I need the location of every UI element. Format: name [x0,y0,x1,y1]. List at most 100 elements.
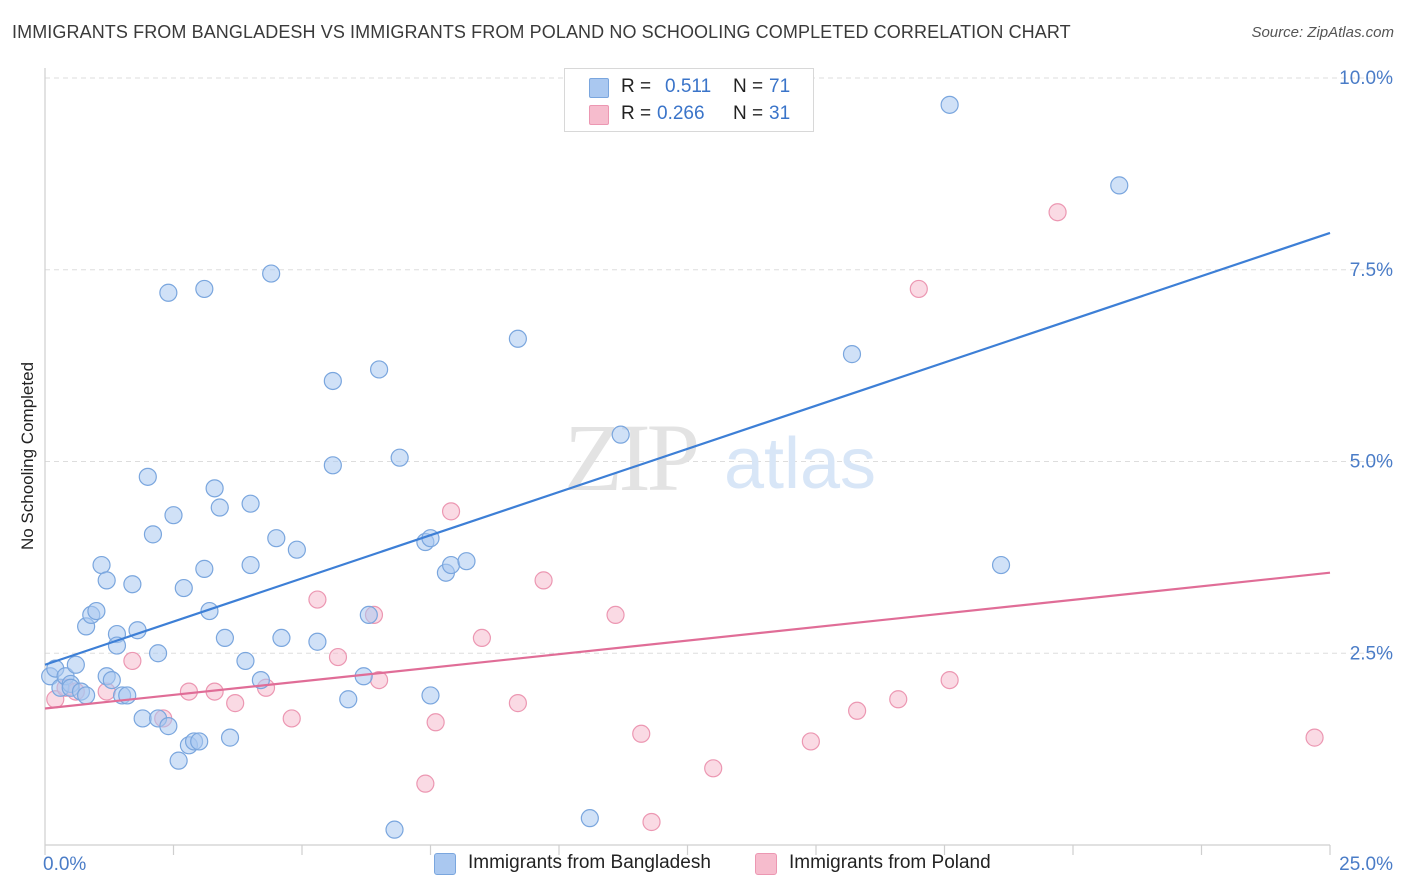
y-tick-label: 7.5% [1350,260,1393,281]
data-point-bangladesh [308,632,327,651]
data-point-bangladesh [580,809,599,828]
legend-n-label: N = [733,103,764,124]
data-point-poland [508,694,527,713]
data-point-bangladesh [241,494,260,513]
data-point-bangladesh [991,555,1011,575]
x-tick-label-max: 25.0% [1339,854,1393,875]
data-point-poland [308,590,327,609]
data-point-bangladesh [195,559,214,578]
x-tick-label-min: 0.0% [43,854,86,875]
data-point-poland [282,709,301,728]
data-point-bangladesh [97,571,116,590]
data-point-bangladesh [215,628,234,648]
data-point-bangladesh [1110,176,1129,195]
y-tick-label: 5.0% [1350,452,1393,473]
trend-line-poland [44,571,1331,710]
data-point-bangladesh [87,601,106,621]
data-point-bangladesh [169,751,188,770]
y-tick-label: 2.5% [1350,643,1393,664]
y-tick-label: 10.0% [1339,68,1393,89]
series-bangladesh-points [41,95,1129,839]
data-point-poland [909,279,928,299]
data-point-bangladesh [508,329,527,348]
data-point-bangladesh [267,529,286,548]
data-point-bangladesh [390,448,409,467]
data-point-poland [1048,203,1067,222]
correlation-legend: R = 0.511 N = 71 R = 0.266 N = 31 [564,68,814,132]
data-point-bangladesh [272,628,291,648]
bottom-legend-label-bangladesh: Immigrants from Bangladesh [468,852,711,873]
data-point-bangladesh [210,498,229,517]
data-point-bangladesh [220,728,240,747]
data-point-poland [848,701,867,720]
data-point-bangladesh [940,95,959,114]
bottom-legend-swatch-poland [755,853,777,875]
legend-r-value: 0.511 [665,76,712,97]
data-point-bangladesh [611,425,630,444]
data-point-bangladesh [66,655,85,674]
data-point-bangladesh [457,552,476,571]
data-point-poland [534,571,553,590]
data-point-poland [801,732,820,751]
data-point-bangladesh [441,555,461,575]
chart-title: IMMIGRANTS FROM BANGLADESH VS IMMIGRANTS… [12,22,1071,42]
bottom-legend-swatch-bangladesh [434,853,456,875]
data-point-bangladesh [164,506,183,525]
data-point-poland [889,690,908,709]
data-point-bangladesh [159,283,178,302]
data-point-bangladesh [370,360,389,379]
legend-swatch-bangladesh [589,78,609,98]
data-point-bangladesh [148,644,168,663]
legend-n-value: 71 [769,76,791,97]
data-point-poland [123,651,142,671]
data-point-bangladesh [339,690,358,709]
data-point-bangladesh [241,555,260,575]
data-point-bangladesh [323,371,342,391]
chart-source: Source: ZipAtlas.com [1251,24,1394,41]
data-point-poland [328,647,348,667]
data-point-bangladesh [287,540,306,559]
legend-r-label: R = [621,76,652,97]
data-point-bangladesh [133,709,152,728]
trend-line-bangladesh [44,231,1331,666]
data-point-bangladesh [359,605,378,625]
data-point-bangladesh [195,279,214,299]
legend-r-value: 0.266 [657,103,705,124]
data-point-poland [606,605,625,625]
data-point-bangladesh [262,264,281,283]
axes [44,68,1331,855]
data-point-bangladesh [190,732,209,751]
data-point-bangladesh [236,651,255,671]
tick-labels: 2.5% 5.0% 7.5% 10.0% 0.0% 25.0% [43,68,1393,875]
data-point-poland [642,812,661,832]
watermark-zip: ZIP [564,404,697,511]
data-point-bangladesh [123,575,142,594]
data-point-poland [1305,728,1324,747]
data-point-bangladesh [92,555,111,575]
legend-r-label: R = [621,103,652,124]
data-point-bangladesh [205,479,224,498]
data-point-poland [416,774,435,793]
data-point-poland [632,724,651,743]
bottom-legend-label-poland: Immigrants from Poland [789,852,991,873]
legend-n-value: 31 [769,103,791,124]
grid-lines [45,77,1390,654]
trend-lines [44,231,1331,710]
watermark: ZIP atlas [564,404,876,511]
data-point-bangladesh [77,686,96,705]
data-point-bangladesh [102,670,121,690]
watermark-atlas: atlas [724,424,876,504]
data-point-poland [472,628,491,648]
data-point-bangladesh [385,820,404,839]
data-point-poland [226,694,245,713]
data-point-poland [426,713,445,732]
data-point-bangladesh [138,467,157,486]
data-point-bangladesh [200,601,219,621]
data-point-bangladesh [159,717,178,736]
data-point-poland [704,759,723,778]
data-point-bangladesh [174,578,193,598]
data-point-bangladesh [421,686,440,705]
data-point-poland [940,670,959,690]
data-point-poland [441,502,461,521]
